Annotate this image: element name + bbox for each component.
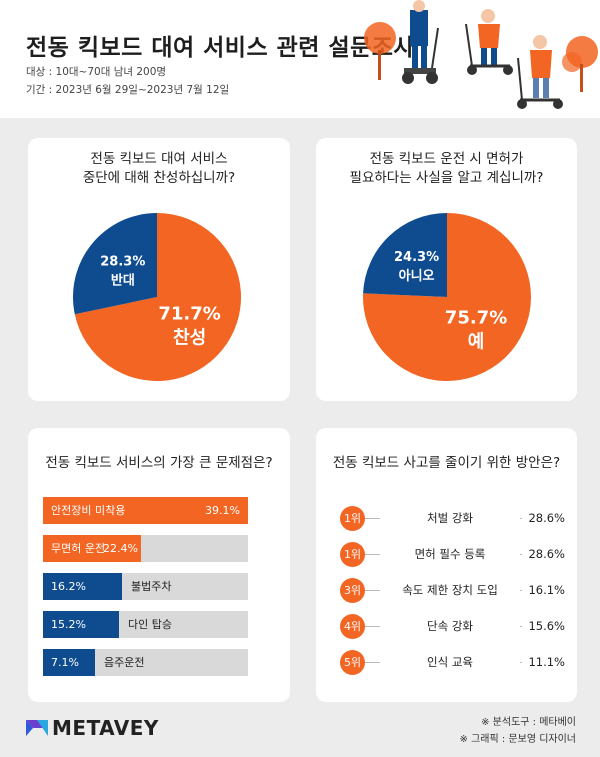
- rank-badge: 1위: [340, 506, 365, 531]
- pie1-찬성-label: 찬성: [173, 327, 206, 348]
- ranking-value: 28.6%: [522, 509, 565, 528]
- pie-card-license-awareness: 전동 킥보드 운전 시 면허가 필요하다는 사실을 알고 계십니까? 75.7%…: [316, 138, 577, 401]
- bar-track: 무면허 운전 22.4%: [43, 535, 248, 562]
- bar-category-label: 무면허 운전: [51, 542, 106, 555]
- pie1-title-line2: 중단에 대해 찬성하십니까?: [82, 170, 236, 186]
- bar-category-label: 안전장비 미착용: [51, 504, 126, 517]
- ranking-label: 처벌 강화: [380, 509, 520, 528]
- ranking-row: 3위 속도 제한 장치 도입 16.1%: [340, 577, 565, 604]
- ranking-label: 속도 제한 장치 도입: [380, 581, 520, 600]
- bar-category-label: 불법주차: [131, 580, 172, 593]
- ranking-label: 단속 강화: [380, 617, 520, 636]
- rank-badge: 4위: [340, 614, 365, 639]
- survey-subject: 대상 : 10대~70대 남녀 200명: [26, 66, 167, 78]
- rank-badge: 5위: [340, 650, 365, 675]
- pie1-title-line1: 전동 킥보드 대여 서비스: [90, 151, 228, 167]
- pie2-예-label: 예: [468, 331, 485, 352]
- ranking-value: 15.6%: [522, 617, 565, 636]
- pie1-slice-찬성: [74, 213, 241, 381]
- ranking-row: 4위 단속 강화 15.6%: [340, 613, 565, 640]
- bar: [43, 573, 122, 600]
- ranking-row: 1위 면허 필수 등록 28.6%: [340, 541, 565, 568]
- pie2-slice-아니오: [363, 213, 447, 297]
- pie2-예-value: 75.7%: [445, 307, 507, 328]
- ranking-value: 11.1%: [522, 653, 565, 672]
- bar-value-label: 39.1%: [205, 504, 240, 517]
- ranking-value: 16.1%: [522, 581, 565, 600]
- pie2-title-line1: 전동 킥보드 운전 시 면허가: [369, 151, 524, 167]
- pie-card-service-suspension: 전동 킥보드 대여 서비스 중단에 대해 찬성하십니까? 71.7% 찬성 28.3…: [28, 138, 290, 401]
- ranking-row: 1위 처벌 강화 28.6%: [340, 505, 565, 532]
- pie1-찬성-value: 71.7%: [158, 303, 220, 324]
- pie1-반대-label: 반대: [111, 272, 135, 288]
- bar: [43, 649, 95, 676]
- pie2-title-line2: 필요하다는 사실을 알고 계십니까?: [349, 170, 544, 186]
- ranking-label: 인식 교육: [380, 653, 520, 672]
- survey-period: 기간 : 2023년 6월 29일~2023년 7월 12일: [26, 84, 230, 96]
- bar: [43, 535, 141, 562]
- bar-track: 16.2% 불법주차: [43, 573, 248, 600]
- ranking-value: 28.6%: [522, 545, 565, 564]
- pie1-반대-value: 28.3%: [100, 254, 145, 269]
- pie2-아니오-value: 24.3%: [394, 250, 439, 265]
- bar-value-label: 22.4%: [103, 542, 138, 555]
- rank-badge: 1위: [340, 542, 365, 567]
- pie2-아니오-label: 아니오: [399, 268, 435, 284]
- metavey-logo-text: METAVEY: [52, 716, 159, 740]
- page-title: 전동 킥보드 대여 서비스 관련 설문조사: [26, 35, 416, 61]
- bar-value-label: 7.1%: [51, 656, 79, 669]
- bar-category-label: 음주운전: [104, 656, 145, 669]
- bar-track: 안전장비 미착용 39.1%: [43, 497, 248, 524]
- bar: [43, 611, 119, 638]
- bar-value-label: 16.2%: [51, 580, 86, 593]
- pie-chart-service-suspension: 71.7% 찬성 28.3% 반대: [73, 213, 241, 381]
- ranking-label: 면허 필수 등록: [380, 545, 520, 564]
- rank-badge: 3위: [340, 578, 365, 603]
- bar: [43, 497, 248, 524]
- bar-category-label: 다인 탑승: [128, 618, 172, 631]
- bar-chart-title: 전동 킥보드 서비스의 가장 큰 문제점은?: [45, 455, 273, 471]
- metavey-logo-icon: [26, 720, 48, 736]
- ranking-row: 5위 인식 교육 11.1%: [340, 649, 565, 676]
- credit-graphic-designer: ※ 그래픽 : 문보영 디자이너: [459, 734, 576, 745]
- pie1-slice-반대: [73, 213, 157, 315]
- ranking-title: 전동 킥보드 사고를 줄이기 위한 방안은?: [332, 455, 561, 471]
- pie-chart-license-awareness: 75.7% 예 24.3% 아니오: [363, 213, 531, 381]
- bar-track: 7.1% 음주운전: [43, 649, 248, 676]
- header: 전동 킥보드 대여 서비스 관련 설문조사 대상 : 10대~70대 남녀 20…: [0, 0, 600, 118]
- bar-track: 15.2% 다인 탑승: [43, 611, 248, 638]
- credit-analysis-tool: ※ 분석도구 : 메타베이: [481, 717, 576, 728]
- bar-value-label: 15.2%: [51, 618, 86, 631]
- scooter-riders-illustration: [364, 0, 598, 109]
